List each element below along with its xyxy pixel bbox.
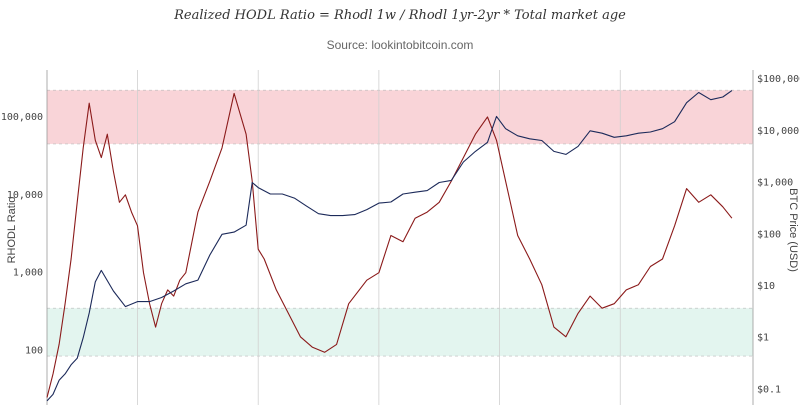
left-axis-ticks: 100 1,000 10,000 100,000: [1, 112, 43, 357]
grid-lines: [46, 70, 754, 405]
series-lines: [46, 90, 733, 402]
right-tick-label: $1,000: [757, 178, 793, 189]
right-tick-label: $0.1: [757, 384, 781, 395]
band-bottom: [47, 308, 753, 357]
chart-title: Realized HODL Ratio = Rhodl 1w / Rhodl 1…: [174, 8, 626, 23]
right-tick-label: $10: [757, 281, 775, 292]
right-tick-label: $100: [757, 229, 781, 240]
right-axis-ticks: $0.1 $1 $10 $100 $1,000 $10,000 $100,000: [757, 74, 800, 395]
right-tick-label: $10,000: [757, 126, 799, 137]
left-tick-label: 100: [25, 346, 43, 357]
left-tick-label: 1,000: [13, 268, 43, 279]
right-tick-label: $100,000: [757, 74, 800, 85]
left-axis-label: RHODL Ratio: [6, 197, 18, 264]
left-tick-label: 10,000: [7, 190, 43, 201]
right-tick-label: $1: [757, 333, 769, 344]
left-tick-label: 100,000: [1, 112, 43, 123]
chart-subtitle: Source: lookintobitcoin.com: [326, 38, 474, 52]
right-axis-label: BTC Price (USD): [787, 188, 799, 272]
series-line-right: [46, 90, 733, 402]
series-line-left: [46, 92, 733, 398]
zone-bands: [47, 89, 753, 357]
band-top: [47, 90, 753, 144]
